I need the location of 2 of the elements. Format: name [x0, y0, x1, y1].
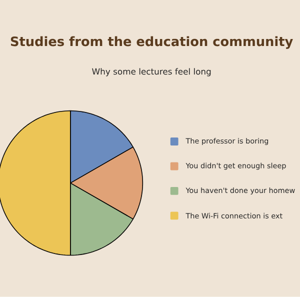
- chart-title: Studies from the education community: [10, 36, 293, 49]
- chart-subtitle: Why some lectures feel long: [92, 68, 211, 76]
